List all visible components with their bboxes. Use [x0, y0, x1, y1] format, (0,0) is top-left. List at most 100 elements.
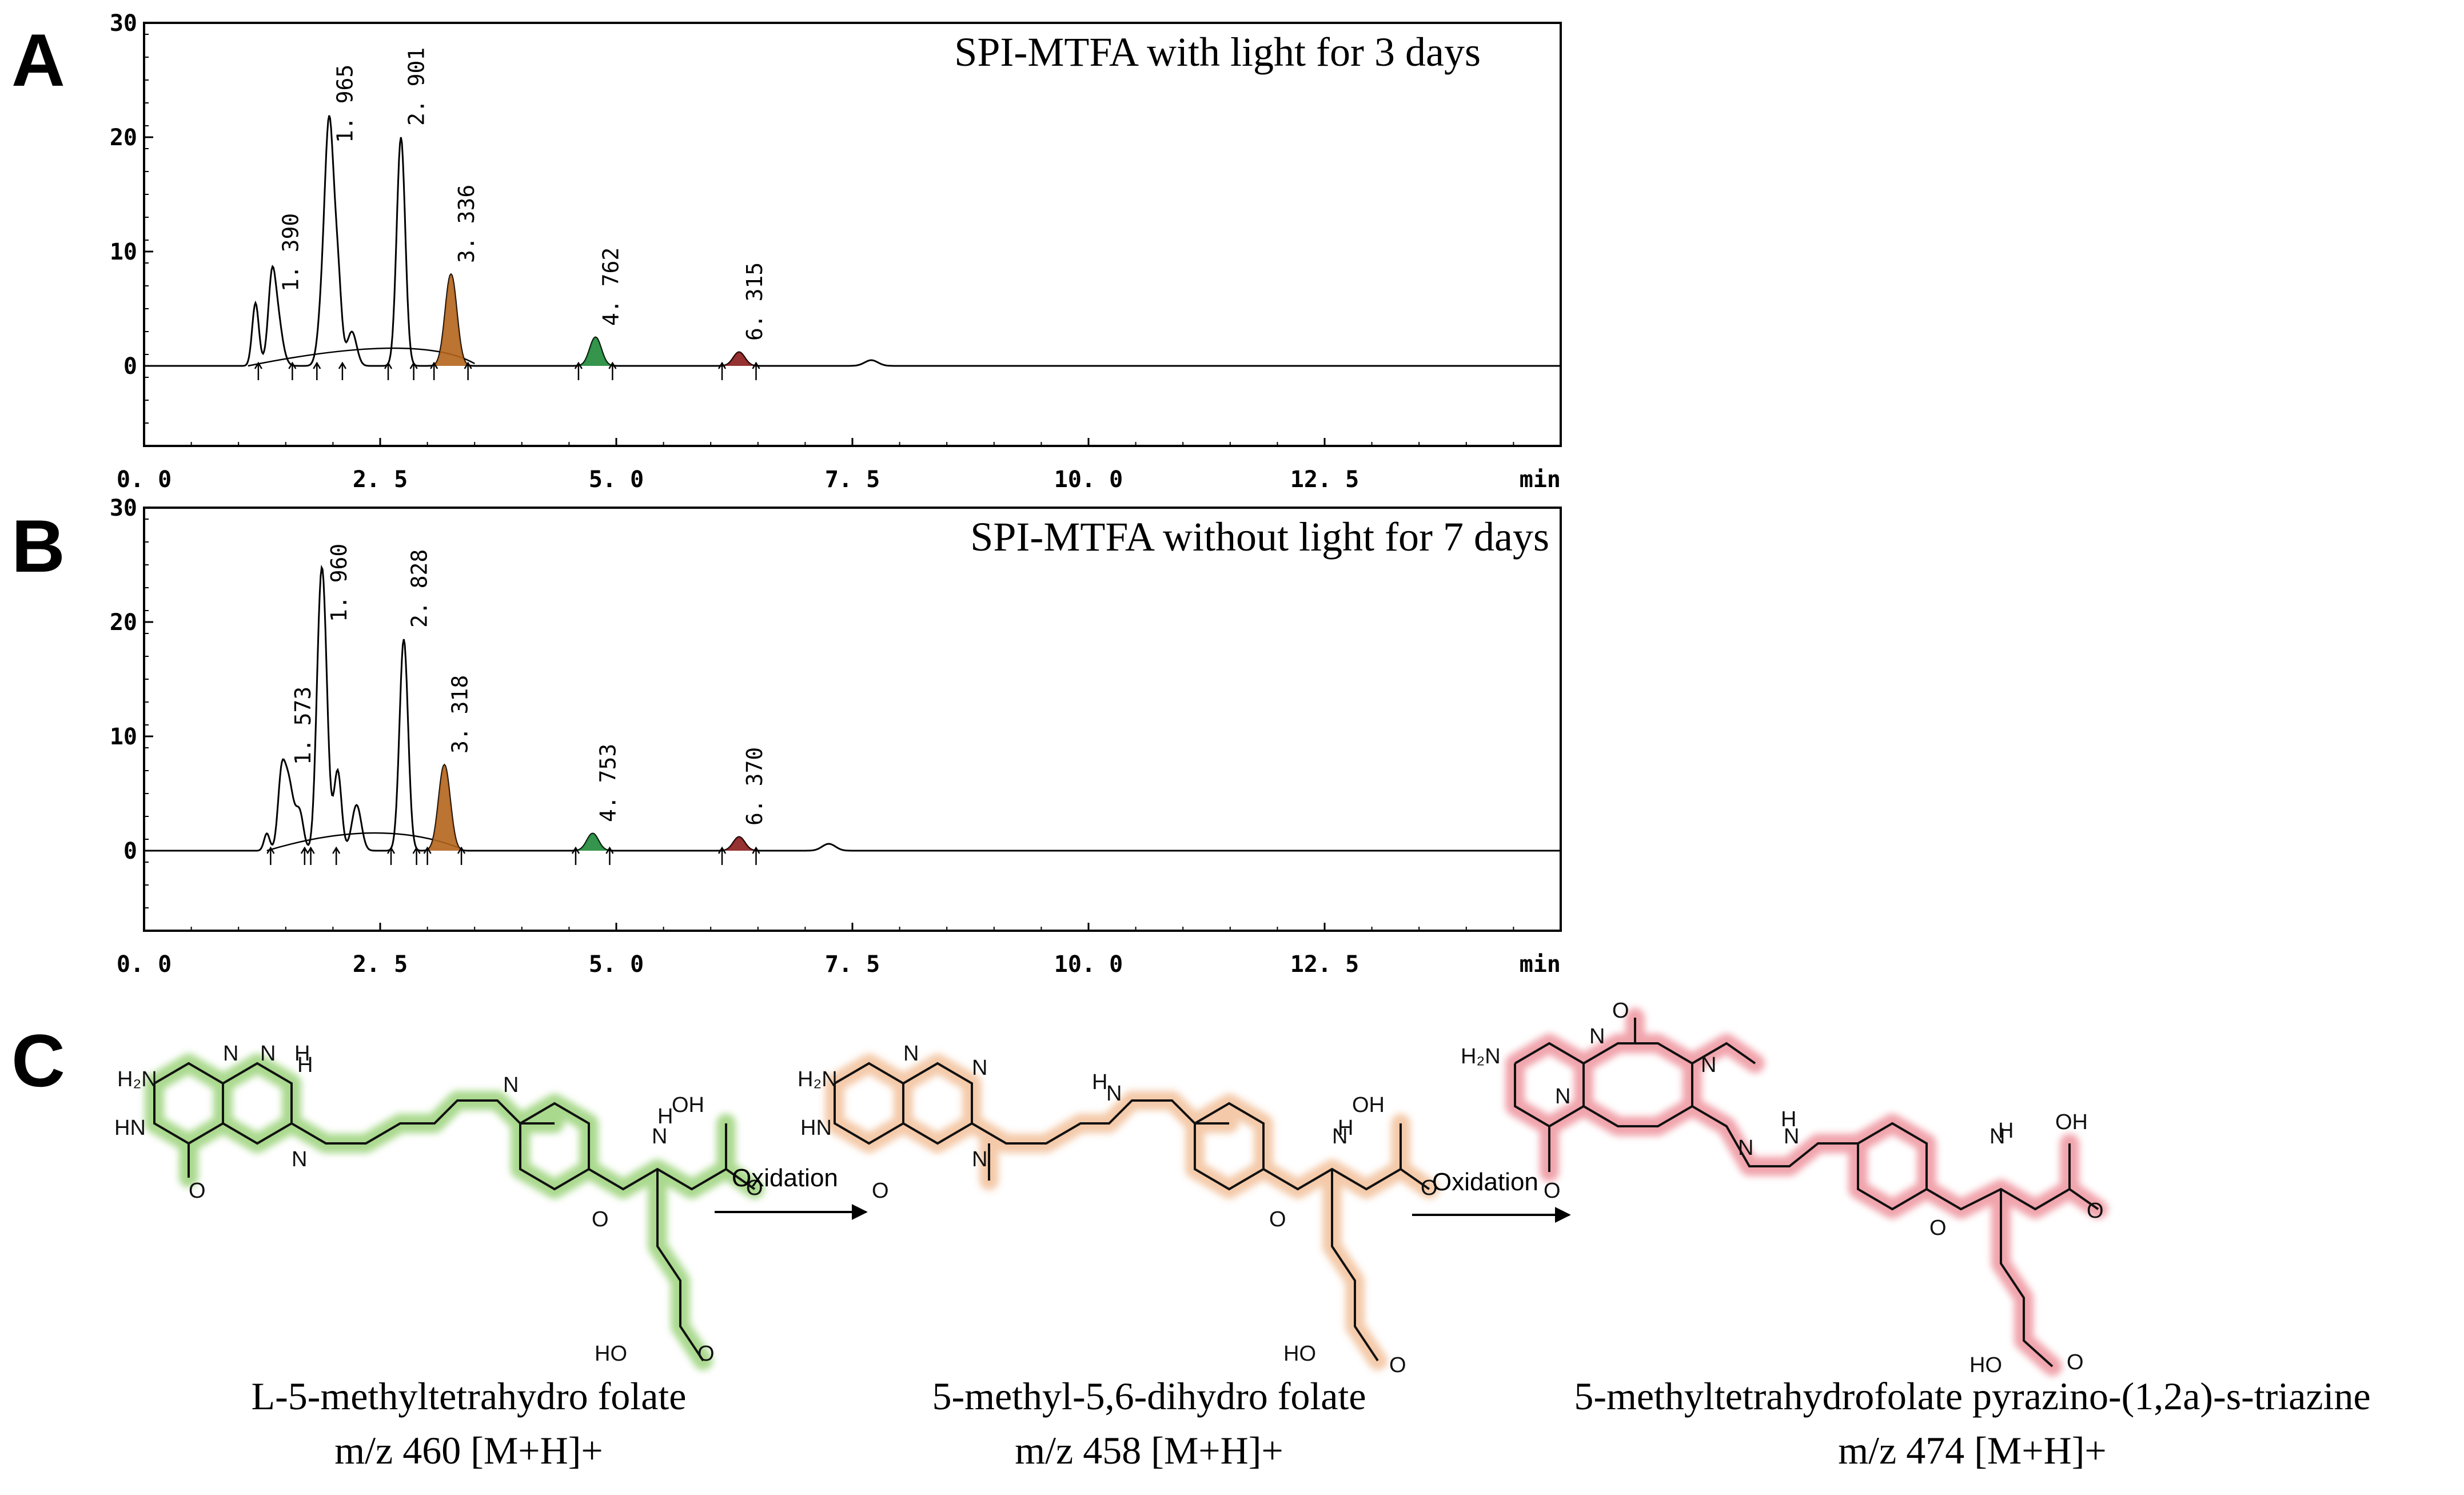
atom-label: OH: [1352, 1093, 1385, 1117]
y-tick-label: 20: [110, 609, 137, 636]
integration-marker: [254, 361, 262, 380]
x-tick-label: 12. 5: [1290, 467, 1359, 493]
integration-marker: [752, 361, 760, 380]
atom-label: H: [1338, 1116, 1353, 1140]
atom-label: N: [1106, 1082, 1122, 1106]
integration-marker: [288, 361, 297, 380]
peak-area: [722, 352, 756, 366]
panel-letter-a: A: [11, 18, 65, 102]
x-tick-label: 10. 0: [1054, 467, 1123, 493]
atom-label: N: [1332, 1125, 1347, 1149]
peak-label: 3. 318: [447, 675, 472, 754]
integration-marker: [752, 846, 760, 865]
atom-label: H₂N: [798, 1067, 838, 1091]
chromatogram-trace: [144, 115, 1561, 367]
peak-label: 4. 762: [599, 248, 624, 326]
atom-label: N: [1738, 1136, 1753, 1160]
peak-label: 6. 315: [742, 262, 767, 341]
integration-marker: [266, 846, 275, 865]
integration-marker: [384, 361, 393, 380]
y-tick-label: 20: [110, 125, 137, 151]
peak-label: 1. 573: [290, 687, 316, 765]
peak-area: [722, 837, 756, 851]
atom-label: N: [260, 1042, 276, 1066]
atom-label: O: [1929, 1216, 1947, 1240]
atom-label: O: [1389, 1353, 1406, 1377]
peak-area: [427, 765, 462, 851]
compound-name-2: 5-methyl-5,6-dihydro folate: [932, 1374, 1366, 1418]
atom-label: N: [223, 1042, 238, 1066]
x-tick-label: 7. 5: [825, 467, 880, 493]
chromatogram-b: SPI-MTFA without light for 7 days min 0.…: [110, 495, 1562, 978]
chromatogram-trace: [144, 564, 1561, 852]
atom-label: H: [657, 1105, 673, 1129]
x-tick-label: 0. 0: [117, 951, 172, 978]
compound-name-3: 5-methyltetrahydrofolate pyrazino-(1,2a)…: [1574, 1374, 2370, 1418]
atom-label: O: [697, 1342, 715, 1366]
x-tick-label: 7. 5: [825, 951, 880, 978]
atom-label: O: [746, 1176, 763, 1200]
arrow-label-1: Oxidation: [732, 1164, 838, 1192]
plot-frame-b: [143, 507, 1562, 932]
atom-label: O: [1269, 1207, 1286, 1231]
chromatogram-a: SPI-MTFA with light for 3 days min 0. 0 2…: [110, 10, 1562, 493]
atom-label: N: [903, 1042, 919, 1066]
integration-marker: [409, 361, 418, 380]
atom-label: N: [1989, 1125, 2005, 1149]
integration-marker: [300, 846, 309, 865]
atom-label: HO: [595, 1342, 627, 1366]
integration-marker: [430, 361, 438, 380]
y-tick-label: 30: [110, 10, 137, 37]
atom-label: HO: [1969, 1353, 2002, 1377]
atom-label: O: [1612, 999, 1629, 1023]
compound-name-1: L-5-methyltetrahydro folate: [252, 1374, 687, 1418]
integration-marker: [412, 846, 421, 865]
integration-marker: [605, 846, 614, 865]
peak-label: 1. 390: [278, 213, 304, 292]
atom-label: H: [1781, 1107, 1796, 1131]
compound-mass-2: m/z 458 [M+H]+: [1015, 1429, 1283, 1472]
y-tick-label: 30: [110, 495, 137, 521]
x-axis-unit-a: min: [1520, 467, 1561, 493]
integration-marker: [464, 361, 472, 380]
integration-marker: [457, 846, 466, 865]
peak-area: [434, 274, 468, 366]
atom-label: N: [503, 1073, 519, 1097]
peak-label: 4. 753: [596, 744, 621, 822]
peak-label: 6. 370: [742, 747, 767, 826]
atom-label: N: [1701, 1053, 1716, 1077]
peak-area: [578, 337, 613, 366]
y-tick-label: 0: [123, 353, 137, 380]
atom-label: HN: [800, 1116, 832, 1140]
integration-marker: [574, 361, 583, 380]
x-tick-label: 0. 0: [117, 467, 172, 493]
integration-marker: [313, 361, 321, 380]
atom-label: HO: [1283, 1342, 1316, 1366]
peak-label: 3. 336: [454, 185, 479, 263]
integration-marker: [717, 846, 727, 865]
peak-label: 2. 828: [406, 549, 432, 628]
atom-label: N: [972, 1056, 987, 1080]
chart-title-b: SPI-MTFA without light for 7 days: [970, 514, 1549, 560]
atom-label: H₂N: [117, 1067, 157, 1091]
peak-label: 1. 960: [326, 544, 352, 622]
integration-marker: [386, 846, 396, 865]
atom-label: H: [1998, 1119, 2014, 1143]
atom-label: N: [652, 1125, 667, 1149]
atom-label: OH: [672, 1093, 704, 1117]
x-tick-label: 12. 5: [1290, 951, 1359, 978]
atom-label: O: [1421, 1176, 1438, 1200]
atom-label: H: [294, 1042, 310, 1066]
atom-label: O: [189, 1179, 206, 1203]
atom-label: O: [872, 1179, 889, 1203]
x-tick-label: 5. 0: [589, 467, 644, 493]
integration-marker: [608, 361, 617, 380]
integration-marker: [338, 361, 346, 380]
atom-label: N: [1589, 1024, 1605, 1049]
peak-label: 1. 965: [333, 65, 358, 143]
panel-letter-c: C: [11, 1019, 65, 1102]
